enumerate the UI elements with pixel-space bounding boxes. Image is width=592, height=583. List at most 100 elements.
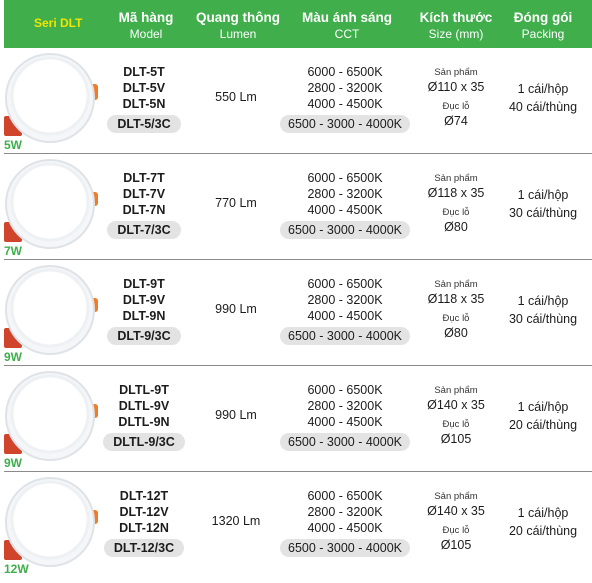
model-code: DLTL-9V	[118, 399, 170, 413]
cct-3c-badge: 6500 - 3000 - 4000K	[280, 115, 410, 133]
model-3c-badge: DLTL-9/3C	[103, 433, 185, 451]
wattage-label: 9W	[4, 350, 22, 364]
product-size-label: Sản phẩm	[434, 67, 478, 78]
model-3c-badge: DLT-7/3C	[107, 221, 181, 239]
model-code: DLT-12N	[119, 521, 169, 535]
model-3c-badge: DLT-5/3C	[107, 115, 181, 133]
header-lumen-en: Lumen	[219, 27, 257, 41]
packing-info: 1 cái/hộp 30 cái/thùng	[494, 186, 592, 222]
model-code: DLT-9V	[122, 293, 166, 307]
table-row: 7W DLT-7T DLT-7V DLT-7N DLT-7/3C 770 Lm …	[0, 154, 592, 260]
header-model-vi: Mã hàng	[118, 10, 174, 25]
model-code: DLT-12V	[119, 505, 169, 519]
cct-value: 4000 - 4500K	[307, 521, 383, 535]
pack-carton: 20 cái/thùng	[508, 524, 578, 538]
model-list: DLTL-9T DLTL-9V DLTL-9N DLTL-9/3C	[100, 382, 188, 451]
header-cct-vi: Màu ánh sáng	[301, 10, 392, 25]
header-packing: Đóng gói Packing	[494, 10, 592, 42]
table-header: Seri DLT Mã hàng Model Quang thông Lumen…	[4, 0, 592, 48]
cct-list: 6000 - 6500K 2800 - 3200K 4000 - 4500K 6…	[272, 382, 418, 451]
pack-box: 1 cái/hộp	[517, 506, 569, 520]
table-row: 5W DLT-5T DLT-5V DLT-5N DLT-5/3C 550 Lm …	[0, 48, 592, 154]
table-row: 12W DLT-12T DLT-12V DLT-12N DLT-12/3C 13…	[0, 472, 592, 578]
header-size: Kích thước Size (mm)	[418, 10, 494, 42]
wattage-label: 12W	[4, 562, 29, 576]
cct-3c-badge: 6500 - 3000 - 4000K	[280, 539, 410, 557]
cct-3c-badge: 6500 - 3000 - 4000K	[280, 433, 410, 451]
header-packing-vi: Đóng gói	[513, 10, 573, 25]
cct-value: 4000 - 4500K	[307, 97, 383, 111]
size-info: Sản phẩm Ø118 x 35 Đục lỗ Ø80	[418, 278, 494, 346]
header-model-en: Model	[129, 27, 163, 41]
row-divider	[4, 471, 592, 472]
hole-size-value: Ø105	[440, 432, 472, 446]
model-code: DLT-7T	[123, 171, 165, 185]
hole-size-label: Đục lỗ	[442, 525, 470, 536]
pack-box: 1 cái/hộp	[517, 400, 569, 414]
model-3c-badge: DLT-9/3C	[107, 327, 181, 345]
lumen-value: 990 Lm	[215, 302, 257, 316]
size-info: Sản phẩm Ø118 x 35 Đục lỗ Ø80	[418, 172, 494, 240]
row-divider	[4, 259, 592, 260]
size-info: Sản phẩm Ø140 x 35 Đục lỗ Ø105	[418, 384, 494, 452]
hole-size-label: Đục lỗ	[442, 101, 470, 112]
model-code: DLTL-9T	[119, 383, 169, 397]
cct-value: 4000 - 4500K	[307, 309, 383, 323]
hole-size-label: Đục lỗ	[442, 313, 470, 324]
product-size-value: Ø140 x 35	[427, 504, 485, 518]
model-code: DLT-5T	[123, 65, 165, 79]
product-size-value: Ø110 x 35	[427, 80, 485, 94]
cct-value: 4000 - 4500K	[307, 203, 383, 217]
lumen-value: 990 Lm	[215, 408, 257, 422]
header-cct-en: CCT	[334, 27, 360, 41]
cct-value: 2800 - 3200K	[307, 187, 383, 201]
model-code: DLT-9N	[122, 309, 166, 323]
header-model: Mã hàng Model	[100, 10, 192, 42]
lumen-value: 1320 Lm	[211, 514, 261, 528]
product-size-label: Sản phẩm	[434, 491, 478, 502]
cct-3c-badge: 6500 - 3000 - 4000K	[280, 327, 410, 345]
cct-list: 6000 - 6500K 2800 - 3200K 4000 - 4500K 6…	[272, 488, 418, 557]
row-divider	[4, 153, 592, 154]
wattage-label: 9W	[4, 456, 22, 470]
cct-list: 6000 - 6500K 2800 - 3200K 4000 - 4500K 6…	[272, 276, 418, 345]
size-info: Sản phẩm Ø110 x 35 Đục lỗ Ø74	[418, 66, 494, 134]
model-3c-badge: DLT-12/3C	[103, 539, 185, 557]
packing-info: 1 cái/hộp 30 cái/thùng	[494, 292, 592, 328]
product-size-label: Sản phẩm	[434, 385, 478, 396]
product-size-value: Ø140 x 35	[427, 398, 485, 412]
row-divider	[4, 365, 592, 366]
pack-box: 1 cái/hộp	[517, 82, 569, 96]
model-list: DLT-5T DLT-5V DLT-5N DLT-5/3C	[100, 64, 188, 133]
cct-value: 2800 - 3200K	[307, 505, 383, 519]
header-packing-en: Packing	[521, 27, 565, 41]
pack-carton: 20 cái/thùng	[508, 418, 578, 432]
model-code: DLT-5V	[122, 81, 166, 95]
model-code: DLT-7N	[122, 203, 166, 217]
cct-value: 6000 - 6500K	[307, 489, 383, 503]
downlight-image: 9W	[0, 260, 110, 366]
table-row: 9W DLTL-9T DLTL-9V DLTL-9N DLTL-9/3C 990…	[0, 366, 592, 472]
wattage-label: 7W	[4, 244, 22, 258]
header-cct: Màu ánh sáng CCT	[274, 10, 420, 42]
model-code: DLT-12T	[119, 489, 169, 503]
cct-value: 2800 - 3200K	[307, 293, 383, 307]
downlight-image: 5W	[0, 48, 110, 154]
header-size-en: Size (mm)	[428, 27, 484, 41]
cct-value: 2800 - 3200K	[307, 399, 383, 413]
hole-size-value: Ø74	[444, 114, 468, 128]
downlight-image: 7W	[0, 154, 110, 260]
pack-carton: 40 cái/thùng	[508, 100, 578, 114]
pack-carton: 30 cái/thùng	[508, 206, 578, 220]
cct-value: 2800 - 3200K	[307, 81, 383, 95]
hole-size-label: Đục lỗ	[442, 207, 470, 218]
hole-size-value: Ø80	[444, 326, 468, 340]
hole-size-value: Ø105	[440, 538, 472, 552]
cct-list: 6000 - 6500K 2800 - 3200K 4000 - 4500K 6…	[272, 64, 418, 133]
wattage-label: 5W	[4, 138, 22, 152]
cct-value: 6000 - 6500K	[307, 383, 383, 397]
model-list: DLT-9T DLT-9V DLT-9N DLT-9/3C	[100, 276, 188, 345]
cct-value: 6000 - 6500K	[307, 277, 383, 291]
header-size-vi: Kích thước	[419, 10, 493, 25]
product-size-label: Sản phẩm	[434, 279, 478, 290]
